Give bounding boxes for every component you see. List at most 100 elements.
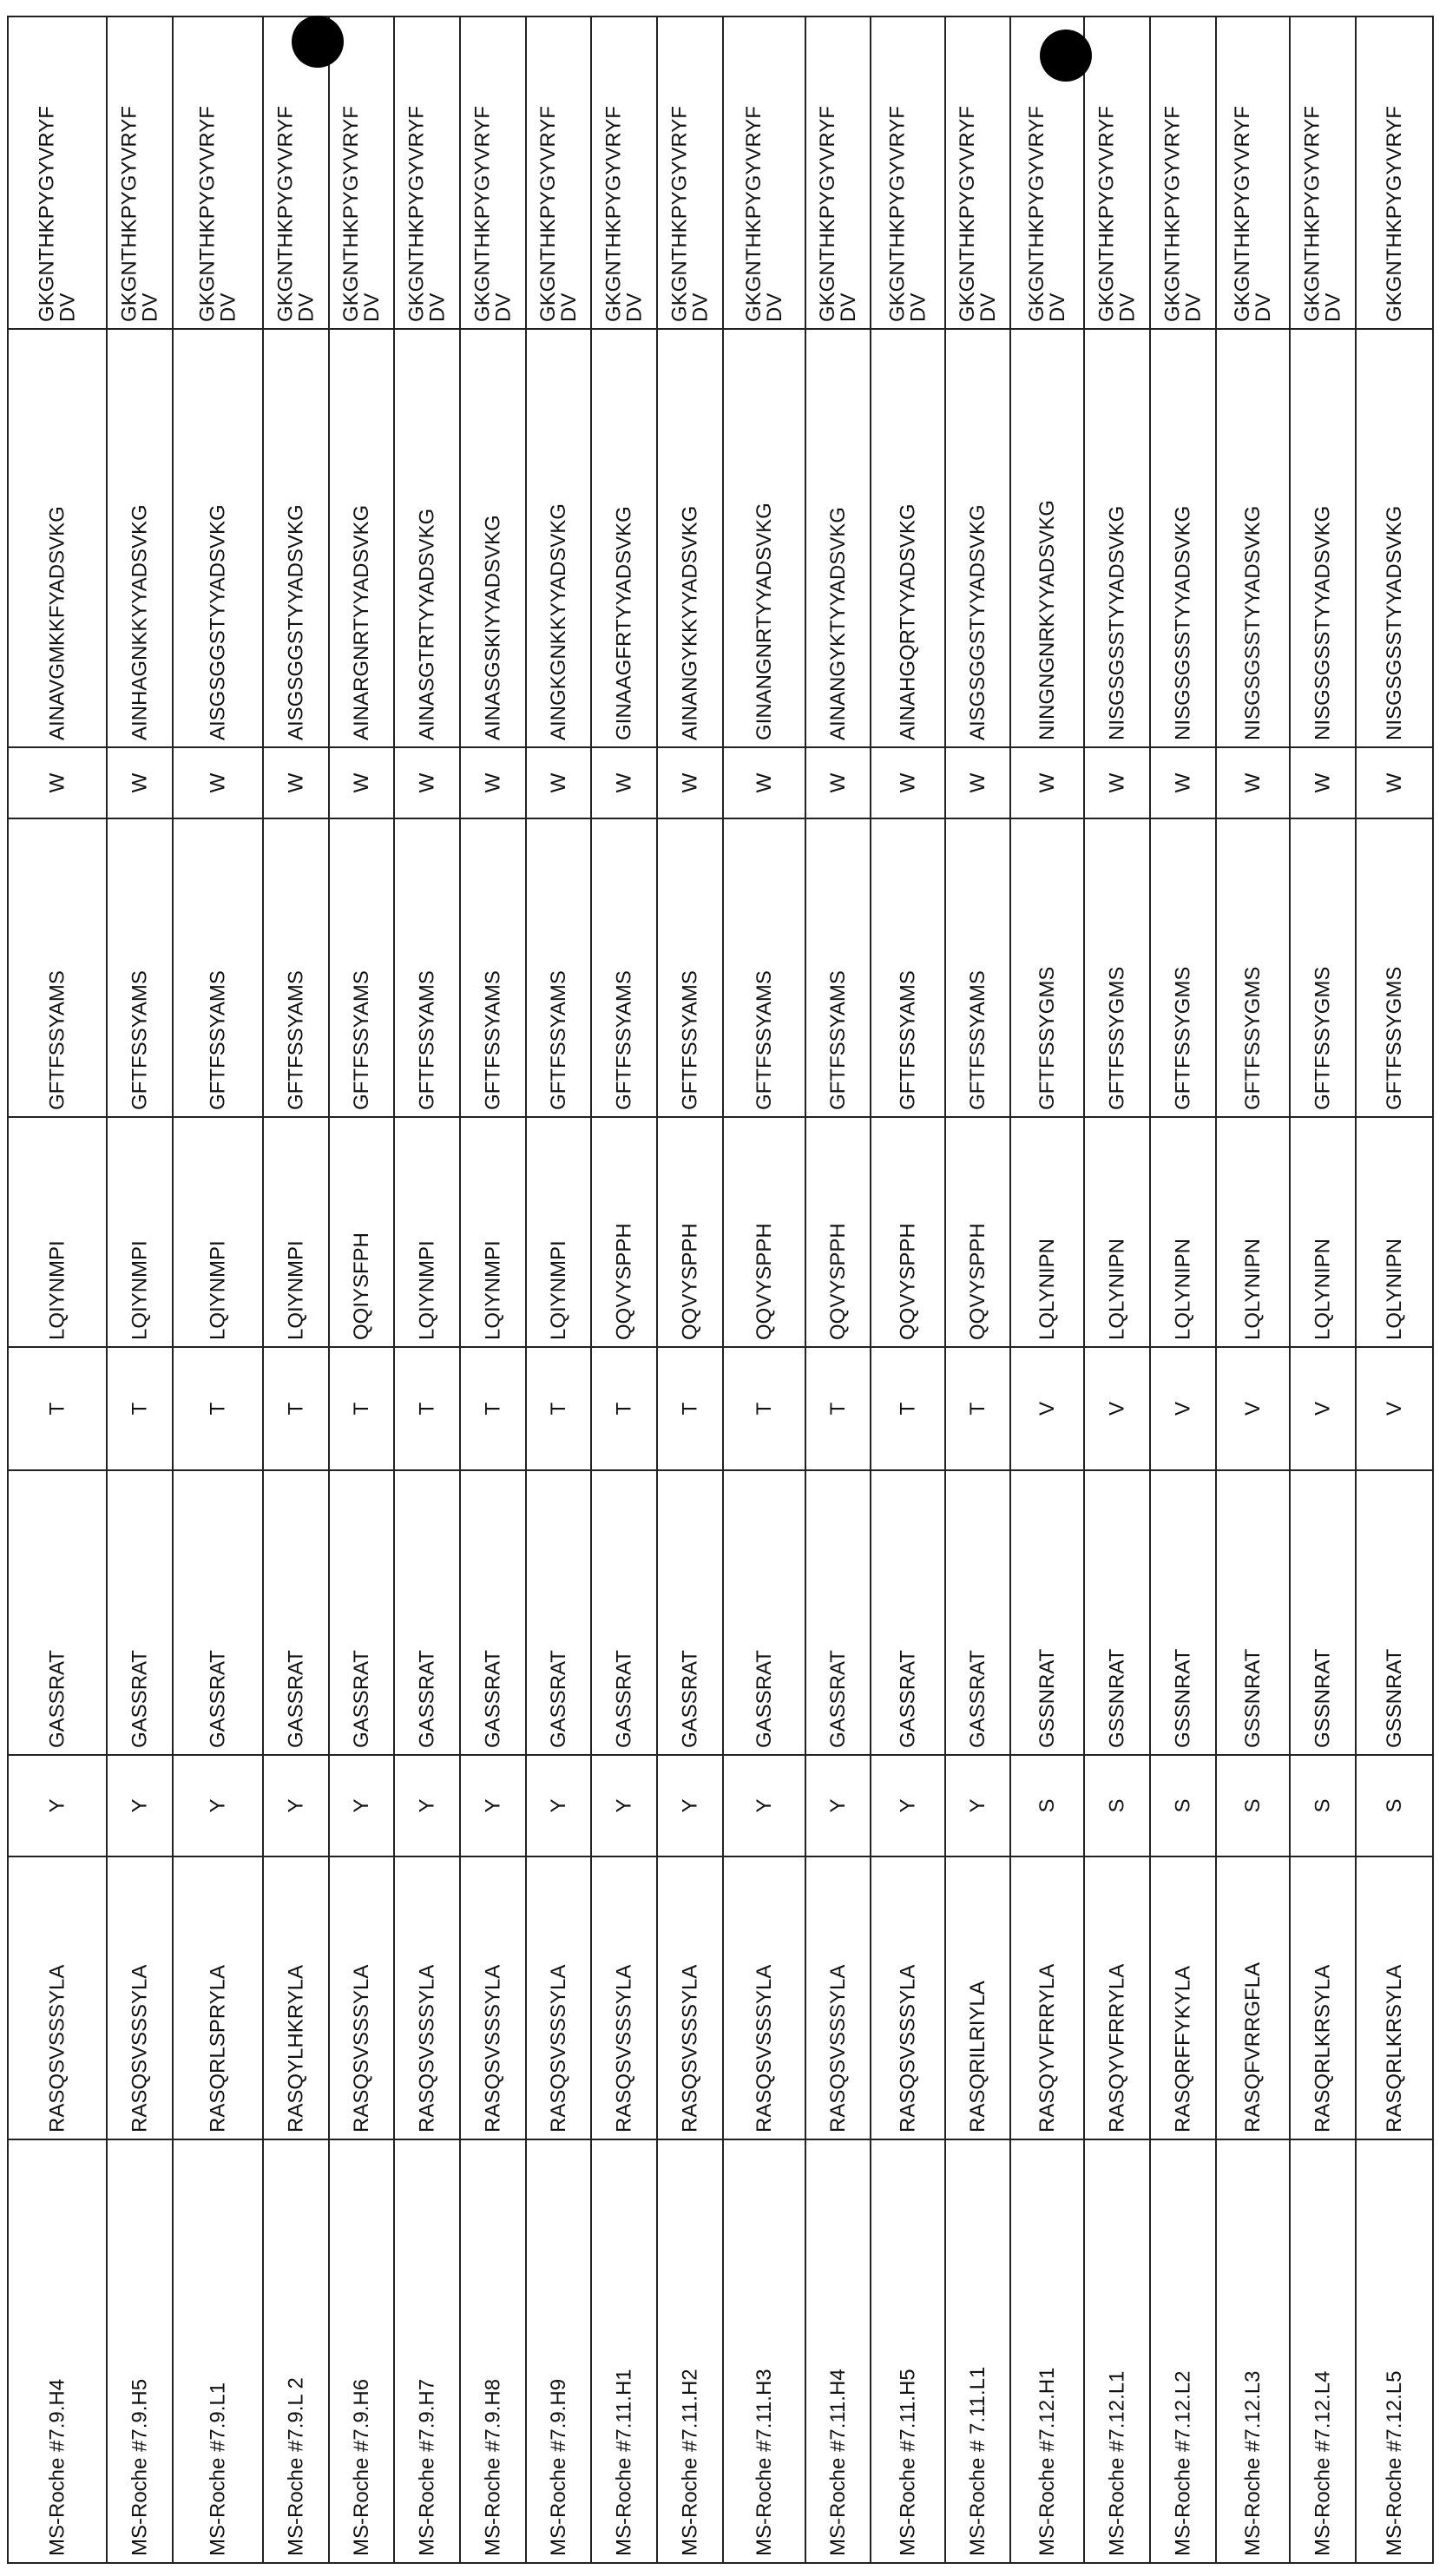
cell-text: AINANGYKTYYADSVKG xyxy=(826,507,850,740)
cell-text: GINANGNRTYYADSVKG xyxy=(753,503,776,740)
cell-text: S xyxy=(1241,1798,1265,1812)
cell-text: Y xyxy=(897,1798,920,1812)
cell-text: GFTFSSYGMS xyxy=(1311,967,1335,1110)
cell-text: GKGNTHKPYGYVRYF xyxy=(1301,106,1324,322)
cell-text: RASQSVSSSYLA xyxy=(482,1965,505,2132)
cell-text: RASQRFFYKYLA xyxy=(1172,1966,1195,2132)
cell-text: GFTFSSYAMS xyxy=(128,970,152,1110)
cell-text: T xyxy=(350,1402,373,1415)
cell-text: GASSRAT xyxy=(207,1650,230,1748)
cell-text: GKGNTHKPYGYVRYF xyxy=(196,106,220,322)
cell-text: DV xyxy=(1252,293,1275,322)
cell-text: RASQYVFRRYLA xyxy=(1106,1964,1129,2132)
cell-text: DV xyxy=(907,293,930,322)
cell-text: W xyxy=(128,772,152,792)
cell-text: GSSNRAT xyxy=(1241,1648,1265,1748)
cell-text: GFTFSSYGMS xyxy=(1241,967,1265,1110)
cell-text: GKGNTHKPYGYVRYF xyxy=(274,106,298,322)
cell-text: GKGNTHKPYGYVRYF xyxy=(1383,106,1406,322)
cell-text: AINARGNRTYYADSVKG xyxy=(350,505,373,740)
cell-text: Y xyxy=(416,1798,439,1812)
cell-text: GASSRAT xyxy=(897,1650,920,1748)
cell-text: LQLYNIPN xyxy=(1383,1239,1406,1340)
cell-text: GASSRAT xyxy=(128,1650,152,1748)
cell-text: T xyxy=(826,1402,850,1415)
cell-text: RASQRLKRSYLA xyxy=(1311,1965,1335,2132)
cell-text: QQIYSFPH xyxy=(350,1232,373,1340)
cell-text: LQIYNMPI xyxy=(416,1240,439,1340)
cell-text: RASQSVSSSYLA xyxy=(46,1965,69,2132)
cell-text: Y xyxy=(679,1798,702,1812)
cell-text: RASQSVSSSYLA xyxy=(128,1965,152,2132)
cell-text: AINAVGMKKFYADSVKG xyxy=(46,506,69,740)
cell-text: MS-Roche #7.9.H5 xyxy=(128,2379,152,2556)
cell-text: RASQYVFRRYLA xyxy=(1035,1964,1059,2132)
cell-text: T xyxy=(753,1402,776,1415)
cell-text: DV xyxy=(557,293,581,322)
cell-text: GKGNTHKPYGYVRYF xyxy=(886,106,910,322)
cell-text: AISGSGGSTYYADSVKG xyxy=(966,504,989,740)
cell-text: RASQRLKRSYLA xyxy=(1383,1965,1406,2132)
cell-text: MS-Roche #7.12.H1 xyxy=(1035,2368,1059,2556)
cell-text: GKGNTHKPYGYVRYF xyxy=(471,106,495,322)
cell-text: GKGNTHKPYGYVRYF xyxy=(956,106,979,322)
cell-text: W xyxy=(416,772,439,792)
cell-text: GFTFSSYAMS xyxy=(613,970,636,1110)
cell-text: GFTFSSYAMS xyxy=(482,970,505,1110)
cell-text: W xyxy=(826,772,850,792)
cell-text: S xyxy=(1383,1798,1406,1812)
cell-text: MS-Roche #7.11.H3 xyxy=(753,2369,776,2556)
cell-text: MS-Roche #7.12.L4 xyxy=(1311,2371,1335,2556)
cell-text: GSSNRAT xyxy=(1172,1648,1195,1748)
cell-text: MS-Roche #7.9.L1 xyxy=(207,2382,230,2556)
cell-text: MS-Roche #7.9.L 2 xyxy=(285,2377,308,2556)
cell-text: GFTFSSYAMS xyxy=(46,970,69,1110)
cell-text: T xyxy=(613,1402,636,1415)
cell-text: LQIYNMPI xyxy=(207,1240,230,1340)
cell-text: GASSRAT xyxy=(679,1650,702,1748)
cell-text: T xyxy=(46,1402,69,1415)
cell-text: LQLYNIPN xyxy=(1241,1239,1265,1340)
cell-text: T xyxy=(679,1402,702,1415)
cell-text: LQIYNMPI xyxy=(285,1240,308,1340)
cell-text: RASQRLSPRYLA xyxy=(207,1965,230,2132)
cell-text: LQLYNIPN xyxy=(1106,1239,1129,1340)
cell-text: W xyxy=(285,772,308,792)
cell-text: T xyxy=(897,1402,920,1415)
cell-text: AINASGTRTYYADSVKG xyxy=(416,509,439,740)
cell-text: GFTFSSYGMS xyxy=(1106,967,1129,1110)
cell-text: GSSNRAT xyxy=(1035,1648,1059,1748)
cell-text: W xyxy=(753,772,776,792)
cell-text: QQVYSPPH xyxy=(613,1223,636,1340)
cell-text: DV xyxy=(426,293,450,322)
cell-text: QQVYSPPH xyxy=(826,1223,850,1340)
cell-text: GFTFSSYAMS xyxy=(826,970,850,1110)
cell-text: T xyxy=(207,1402,230,1415)
cell-text: LQIYNMPI xyxy=(547,1240,570,1340)
cell-text: DV xyxy=(217,293,240,322)
cell-text: RASQSVSSSYLA xyxy=(897,1965,920,2132)
cell-text: GASSRAT xyxy=(350,1650,373,1748)
cell-text: GFTFSSYAMS xyxy=(207,970,230,1110)
cell-text: QQVYSPPH xyxy=(753,1223,776,1340)
cell-text: W xyxy=(1035,772,1059,792)
cell-text: GFTFSSYGMS xyxy=(1035,967,1059,1110)
cell-text: AINGKGNKKYYADSVKG xyxy=(547,503,570,740)
cell-text: W xyxy=(46,772,69,792)
cell-text: GASSRAT xyxy=(46,1650,69,1748)
cell-text: S xyxy=(1106,1798,1129,1812)
cell-text: W xyxy=(679,772,702,792)
cell-text: W xyxy=(966,772,989,792)
cell-text: RASQSVSSSYLA xyxy=(416,1965,439,2132)
cell-text: RASQSVSSSYLA xyxy=(753,1965,776,2132)
cell-text: MS-Roche #7.9.H8 xyxy=(482,2379,505,2556)
cell-text: V xyxy=(1241,1402,1265,1416)
cell-text: Y xyxy=(207,1798,230,1812)
cell-text: GASSRAT xyxy=(482,1650,505,1748)
cell-text: MS-Roche #7.9.H9 xyxy=(547,2379,570,2556)
cell-text: LQIYNMPI xyxy=(482,1240,505,1340)
cell-text: Y xyxy=(547,1798,570,1812)
cell-text: GKGNTHKPYGYVRYF xyxy=(602,106,626,322)
